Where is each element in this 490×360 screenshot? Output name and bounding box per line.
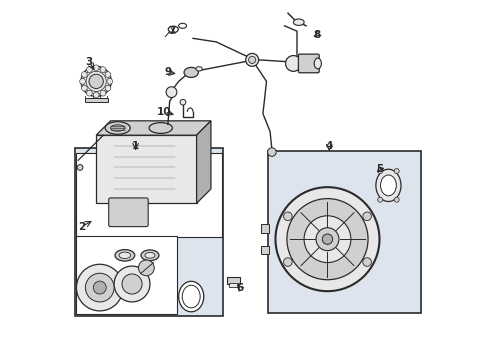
FancyBboxPatch shape	[298, 54, 319, 73]
Circle shape	[93, 281, 106, 294]
Circle shape	[85, 273, 114, 302]
Text: 3: 3	[85, 57, 93, 67]
Circle shape	[80, 78, 85, 84]
Circle shape	[363, 212, 371, 221]
Ellipse shape	[141, 250, 159, 261]
Circle shape	[322, 234, 333, 244]
Text: 5: 5	[376, 164, 383, 174]
Circle shape	[378, 168, 383, 174]
Circle shape	[245, 53, 259, 66]
Circle shape	[180, 99, 186, 105]
Text: 7: 7	[168, 26, 175, 36]
Circle shape	[316, 228, 339, 251]
Ellipse shape	[294, 19, 304, 26]
Circle shape	[284, 212, 292, 221]
Ellipse shape	[115, 249, 135, 261]
Ellipse shape	[184, 67, 198, 77]
Circle shape	[284, 258, 292, 266]
Circle shape	[105, 72, 111, 77]
Circle shape	[394, 168, 399, 174]
Ellipse shape	[119, 252, 131, 258]
Ellipse shape	[149, 123, 172, 134]
Ellipse shape	[145, 252, 155, 258]
Text: 8: 8	[313, 30, 320, 40]
Circle shape	[76, 264, 123, 311]
Circle shape	[394, 197, 399, 202]
FancyBboxPatch shape	[109, 198, 148, 226]
Circle shape	[105, 85, 111, 91]
Circle shape	[378, 197, 383, 202]
Bar	[74, 148, 223, 316]
Circle shape	[166, 87, 177, 98]
Ellipse shape	[111, 125, 125, 131]
Bar	[261, 246, 269, 254]
Circle shape	[114, 266, 150, 302]
Polygon shape	[96, 121, 211, 135]
Ellipse shape	[376, 169, 401, 202]
Text: 9: 9	[164, 67, 171, 77]
Circle shape	[286, 55, 301, 71]
Bar	[85, 98, 108, 102]
Text: 4: 4	[325, 141, 333, 151]
Circle shape	[100, 90, 106, 96]
Bar	[229, 283, 238, 287]
Ellipse shape	[182, 285, 200, 308]
Text: 2: 2	[78, 222, 85, 231]
Text: 10: 10	[157, 107, 171, 117]
Text: 1: 1	[132, 141, 139, 151]
Circle shape	[100, 67, 106, 72]
Circle shape	[363, 258, 371, 266]
Circle shape	[81, 72, 87, 77]
Ellipse shape	[196, 67, 202, 71]
Bar	[76, 153, 221, 237]
Bar	[261, 224, 269, 233]
Circle shape	[275, 187, 379, 291]
Circle shape	[77, 165, 83, 170]
Circle shape	[248, 56, 256, 63]
Circle shape	[268, 148, 276, 156]
Circle shape	[107, 78, 113, 84]
Polygon shape	[196, 121, 211, 203]
Circle shape	[81, 85, 87, 91]
Circle shape	[122, 274, 142, 294]
Ellipse shape	[105, 122, 130, 134]
Circle shape	[81, 66, 111, 96]
Text: 6: 6	[236, 283, 243, 293]
Circle shape	[287, 199, 368, 280]
Bar	[227, 277, 240, 284]
Bar	[269, 151, 421, 313]
Ellipse shape	[179, 281, 204, 312]
Circle shape	[304, 216, 351, 262]
Circle shape	[87, 90, 92, 96]
Circle shape	[93, 65, 99, 71]
Circle shape	[139, 260, 154, 276]
FancyBboxPatch shape	[96, 135, 196, 203]
Ellipse shape	[314, 58, 321, 69]
Ellipse shape	[381, 175, 396, 196]
Circle shape	[87, 67, 92, 72]
Bar	[76, 235, 177, 315]
Circle shape	[93, 92, 99, 98]
Circle shape	[89, 74, 103, 89]
